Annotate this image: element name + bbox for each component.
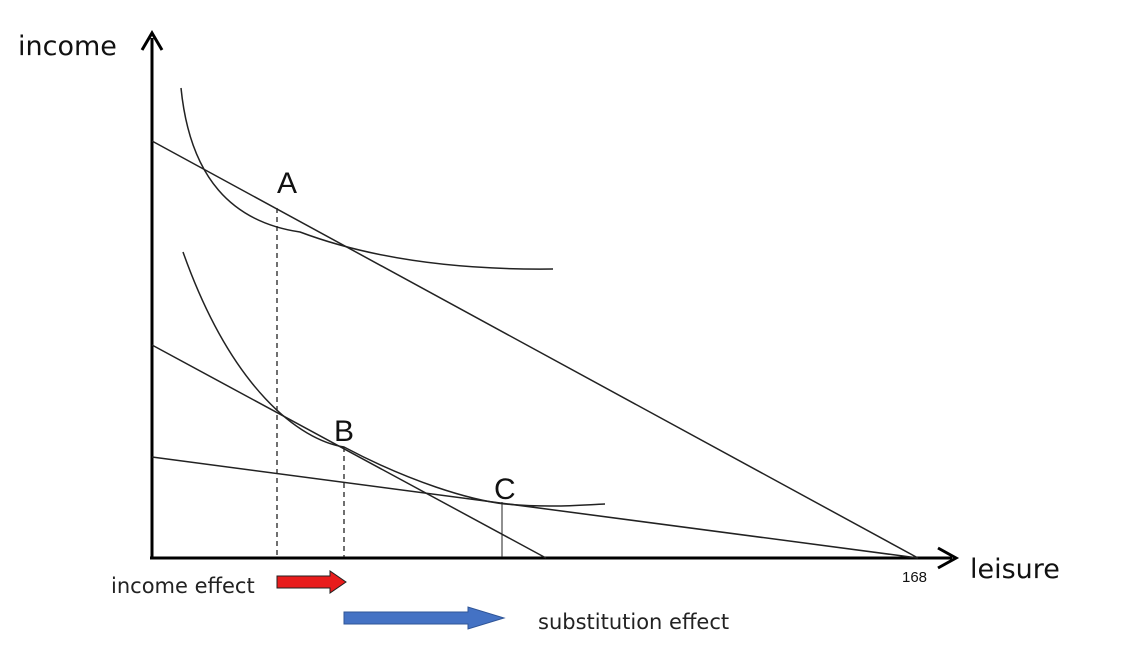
point-c-label: C xyxy=(494,473,516,506)
indifference-curve-lower xyxy=(182,251,606,507)
indifference-curve-upper xyxy=(180,87,554,270)
x-axis-arrowhead xyxy=(937,546,960,570)
income-effect-label: income effect xyxy=(111,574,255,598)
budget-line-high-wage xyxy=(151,140,919,559)
point-a-label: A xyxy=(277,167,297,200)
income-effect-arrow xyxy=(276,570,347,594)
budget-line-compensated xyxy=(151,344,547,559)
x-tick-168: 168 xyxy=(902,569,927,586)
budget-line-low-wage xyxy=(151,456,919,559)
y-axis-label: income xyxy=(18,31,117,62)
substitution-effect-arrow xyxy=(343,606,506,630)
y-axis-arrowhead xyxy=(140,30,164,51)
point-b-label: B xyxy=(334,415,354,448)
substitution-effect-label: substitution effect xyxy=(538,610,729,634)
x-axis-label: leisure xyxy=(970,554,1060,585)
